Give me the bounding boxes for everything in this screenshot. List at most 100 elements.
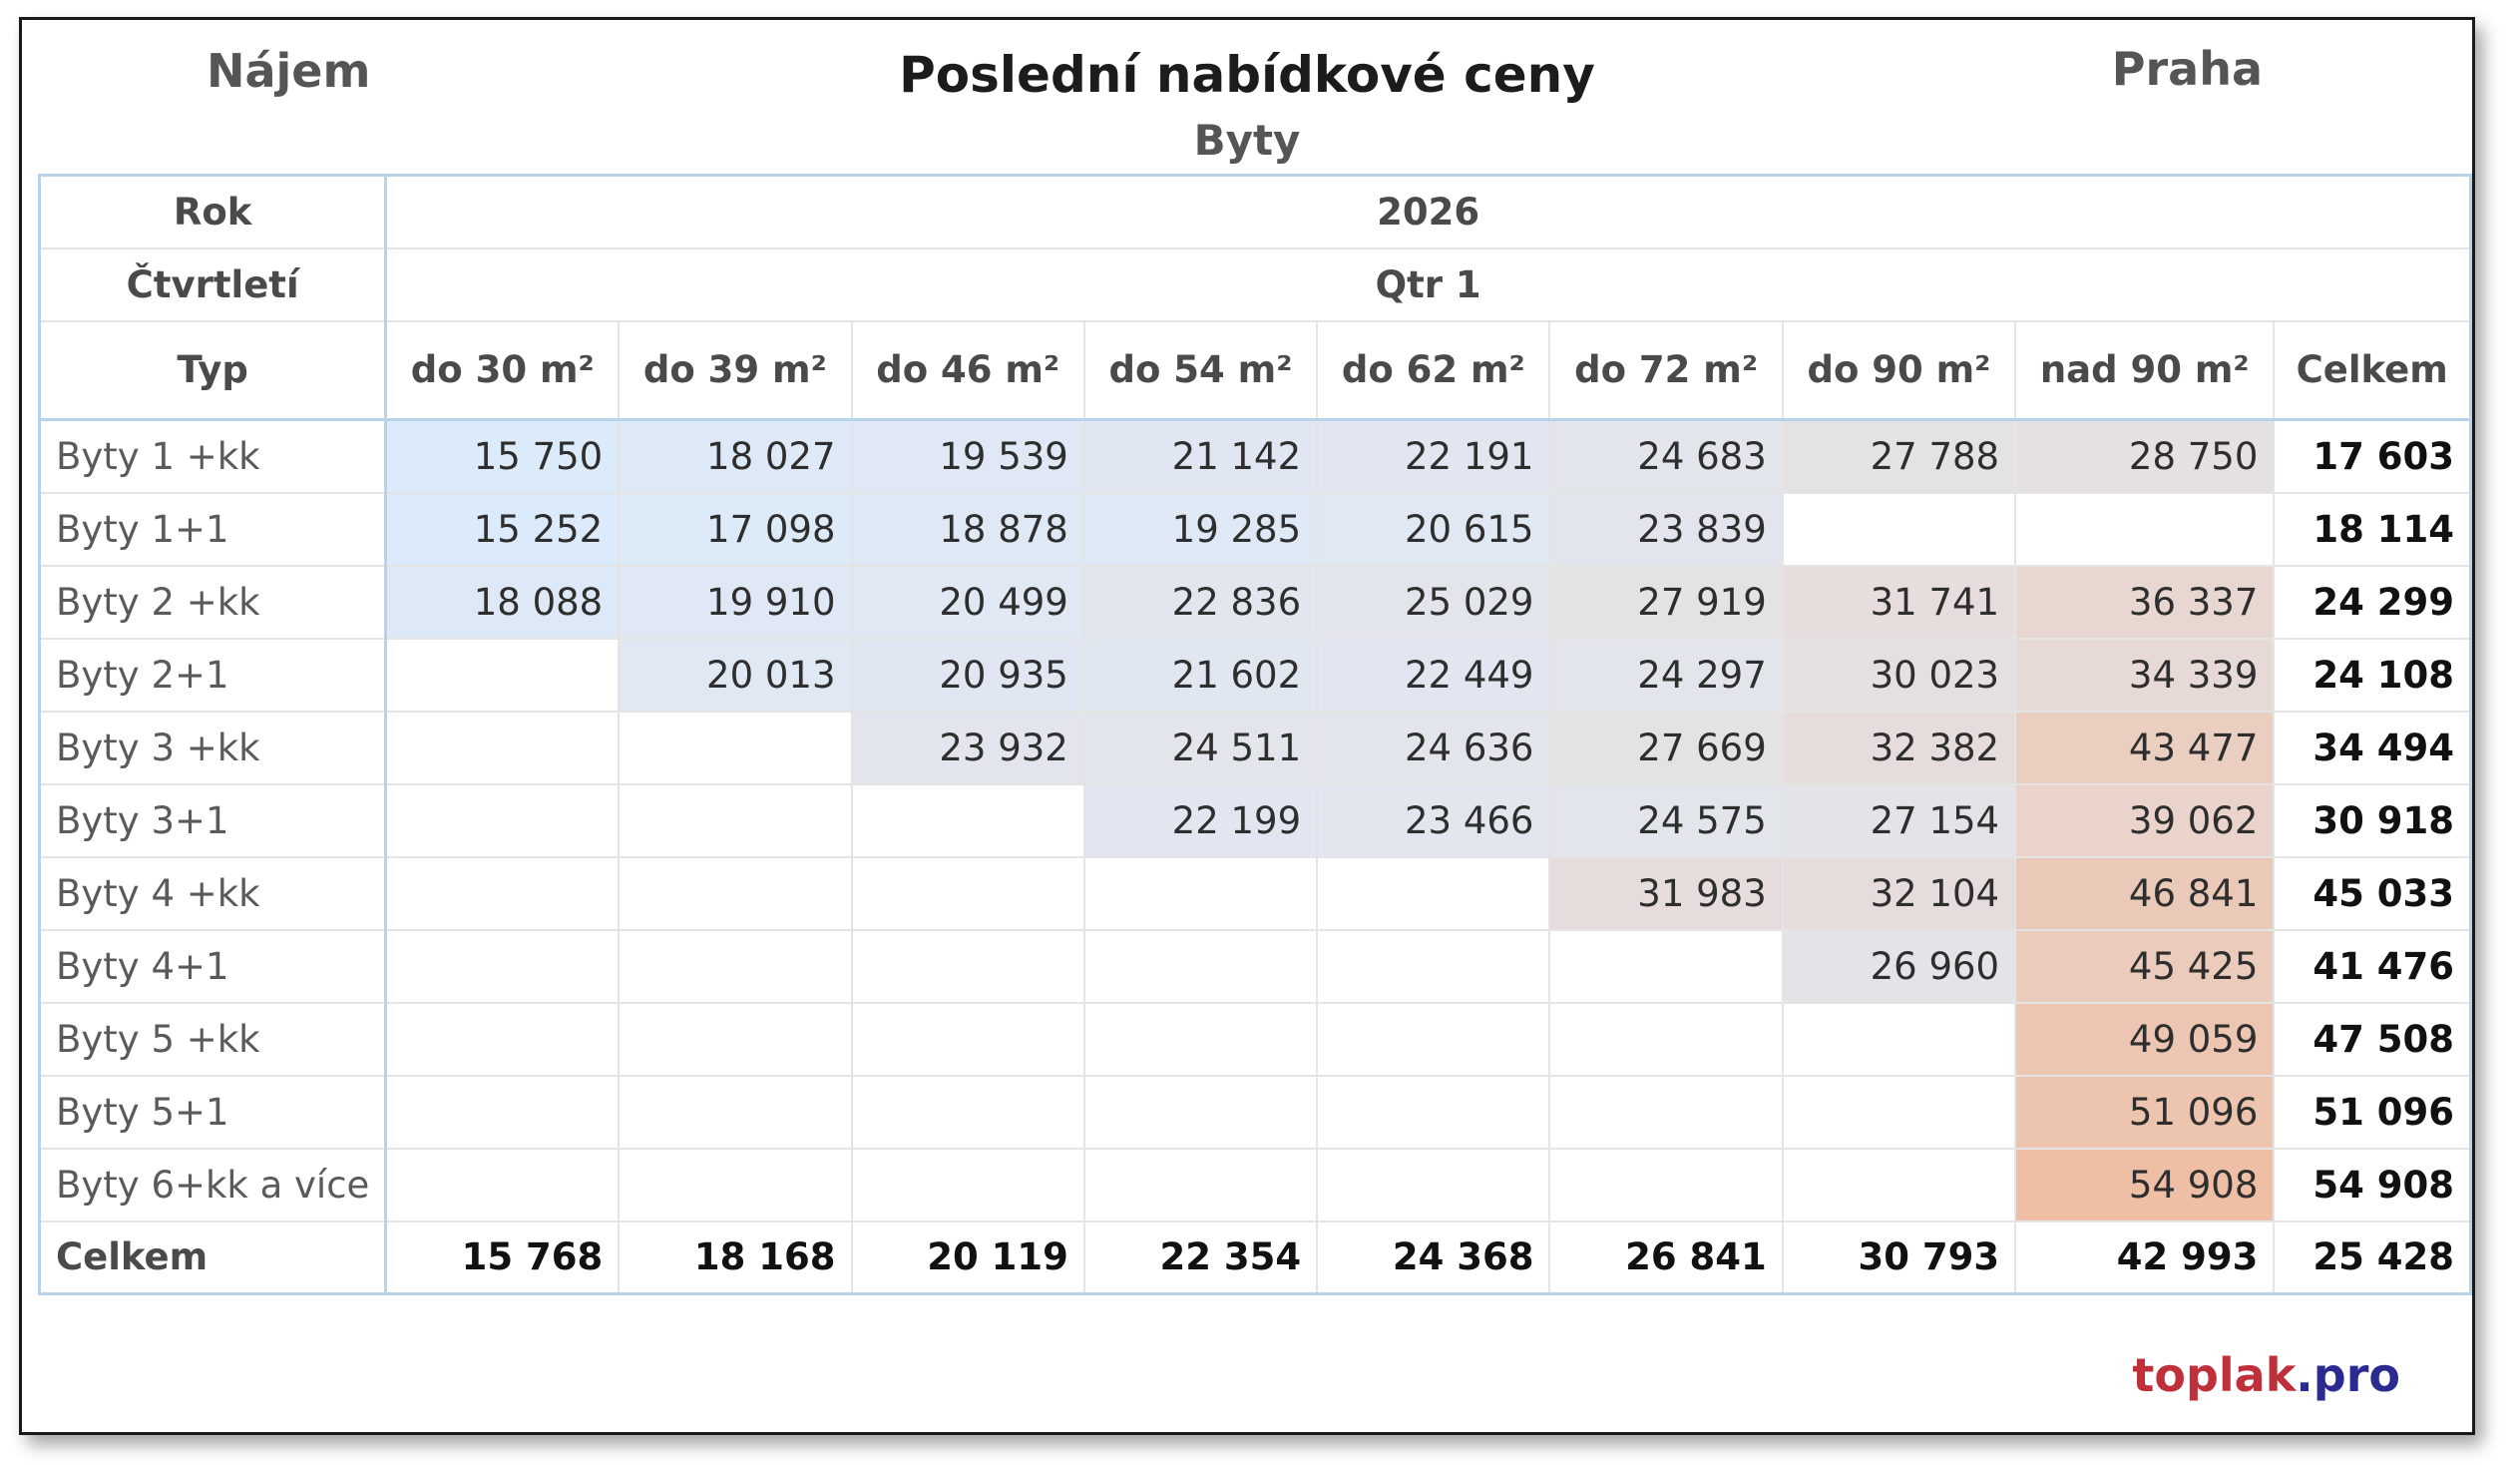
- price-cell: 24 511: [1082, 710, 1319, 785]
- price-cell: 22 199: [1082, 782, 1319, 858]
- price-cell: 22 449: [1316, 637, 1551, 713]
- price-cell: [1082, 1147, 1319, 1222]
- price-cell: [384, 782, 621, 858]
- price-cell: 18 878: [850, 491, 1085, 567]
- price-cell: [1781, 491, 2017, 567]
- table-row: Byty 1+1 15 252 17 098 18 878 19 285 20 615 23…: [38, 491, 2472, 567]
- price-cell: [618, 855, 853, 931]
- table-row: Byty 2+1 20 013 20 935 21 602 22 449 24 297 30…: [38, 637, 2472, 713]
- price-cell: [1082, 1074, 1319, 1150]
- totals-row: Celkem 15 768 18 168 20 119 22 354 24 368 26 8…: [38, 1220, 2472, 1295]
- column-total-cell: 20 119: [850, 1220, 1085, 1295]
- price-cell: [2014, 491, 2276, 567]
- row-label: Byty 2 +kk: [38, 564, 388, 640]
- price-cell: [384, 710, 621, 785]
- price-cell: [618, 928, 853, 1004]
- rental-label: Nájem: [207, 44, 371, 98]
- price-cell: 34 339: [2014, 637, 2276, 713]
- price-cell: 20 499: [850, 564, 1085, 640]
- price-cell: 20 935: [850, 637, 1085, 713]
- price-cell: 25 029: [1316, 564, 1551, 640]
- column-total-cell: 42 993: [2014, 1220, 2276, 1295]
- page-subtitle: Byty: [1193, 116, 1301, 165]
- price-cell: 20 615: [1316, 491, 1551, 567]
- table-row: Byty 3 +kk 23 932 24 511 24 636 27 669 32 382…: [38, 710, 2472, 785]
- price-cell: 17 098: [618, 491, 853, 567]
- price-cell: [1781, 1147, 2017, 1222]
- price-cell: [850, 855, 1085, 931]
- table-row: Byty 5+1 51 096 51 096: [38, 1074, 2472, 1150]
- price-cell: 15 750: [384, 418, 621, 494]
- column-header: do 72 m²: [1548, 319, 1784, 421]
- table-row: Byty 4+1 26 960 45 425 41 476: [38, 928, 2472, 1004]
- price-cell: 23 932: [850, 710, 1085, 785]
- price-cell: 49 059: [2014, 1001, 2276, 1077]
- price-cell: [384, 1074, 621, 1150]
- price-cell: [1548, 1001, 1784, 1077]
- price-cell: [1082, 855, 1319, 931]
- row-label: Byty 3 +kk: [38, 710, 388, 785]
- year-row-label: Rok: [38, 174, 388, 249]
- price-cell: [384, 928, 621, 1004]
- column-total-cell: 18 168: [618, 1220, 853, 1295]
- city-label: Praha: [2111, 42, 2263, 96]
- table-row: Byty 6+kk a více 54 908 54 908: [38, 1147, 2472, 1222]
- row-total-cell: 30 918: [2273, 782, 2472, 858]
- price-cell: 54 908: [2014, 1147, 2276, 1222]
- price-cell: 30 023: [1781, 637, 2017, 713]
- price-cell: [850, 1074, 1085, 1150]
- price-cell: [850, 782, 1085, 858]
- price-cell: 45 425: [2014, 928, 2276, 1004]
- row-total-cell: 45 033: [2273, 855, 2472, 931]
- price-cell: 39 062: [2014, 782, 2276, 858]
- price-cell: [618, 782, 853, 858]
- table-row: Byty 5 +kk 49 059 47 508: [38, 1001, 2472, 1077]
- price-cell: [1316, 1001, 1551, 1077]
- column-total-cell: 24 368: [1316, 1220, 1551, 1295]
- page-title: Poslední nabídkové ceny: [899, 46, 1595, 104]
- column-header: do 39 m²: [618, 319, 853, 421]
- row-label: Byty 4 +kk: [38, 855, 388, 931]
- price-cell: [1548, 928, 1784, 1004]
- row-total-cell: 54 908: [2273, 1147, 2472, 1222]
- table-row: Byty 1 +kk 15 750 18 027 19 539 21 142 22 191…: [38, 418, 2472, 494]
- column-header: do 62 m²: [1316, 319, 1551, 421]
- price-cell: 32 382: [1781, 710, 2017, 785]
- price-cell: 21 602: [1082, 637, 1319, 713]
- row-total-cell: 51 096: [2273, 1074, 2472, 1150]
- price-cell: [384, 1001, 621, 1077]
- price-cell: 27 669: [1548, 710, 1784, 785]
- row-total-cell: 17 603: [2273, 418, 2472, 494]
- row-label: Byty 1+1: [38, 491, 388, 567]
- row-total-cell: 24 108: [2273, 637, 2472, 713]
- totals-label: Celkem: [38, 1220, 388, 1295]
- price-cell: [384, 637, 621, 713]
- price-cell: 23 466: [1316, 782, 1551, 858]
- row-label: Byty 6+kk a více: [38, 1147, 388, 1222]
- year-value: 2026: [384, 174, 2472, 249]
- row-total-cell: 24 299: [2273, 564, 2472, 640]
- price-cell: [1316, 928, 1551, 1004]
- price-cell: [1781, 1074, 2017, 1150]
- column-total-cell: 22 354: [1082, 1220, 1319, 1295]
- price-cell: [850, 928, 1085, 1004]
- price-cell: 24 636: [1316, 710, 1551, 785]
- row-label: Byty 2+1: [38, 637, 388, 713]
- price-cell: 51 096: [2014, 1074, 2276, 1150]
- row-label: Byty 1 +kk: [38, 418, 388, 494]
- row-total-cell: 41 476: [2273, 928, 2472, 1004]
- price-cell: [850, 1001, 1085, 1077]
- quarter-row-label: Čtvrtletí: [38, 246, 388, 322]
- price-cell: 27 154: [1781, 782, 2017, 858]
- price-cell: 22 191: [1316, 418, 1551, 494]
- price-table: Rok 2026 Čtvrtletí Qtr 1 Typ do 30 m² do …: [38, 174, 2472, 1295]
- grand-total-cell: 25 428: [2273, 1220, 2472, 1295]
- quarter-row: Čtvrtletí Qtr 1: [38, 246, 2472, 322]
- price-cell: 36 337: [2014, 564, 2276, 640]
- report-frame: Nájem Poslední nabídkové ceny Praha Byty…: [19, 17, 2475, 1435]
- column-total-cell: 26 841: [1548, 1220, 1784, 1295]
- row-label: Byty 5+1: [38, 1074, 388, 1150]
- table-row: Byty 4 +kk 31 983 32 104 46 841 45 033: [38, 855, 2472, 931]
- price-cell: 18 088: [384, 564, 621, 640]
- price-cell: 20 013: [618, 637, 853, 713]
